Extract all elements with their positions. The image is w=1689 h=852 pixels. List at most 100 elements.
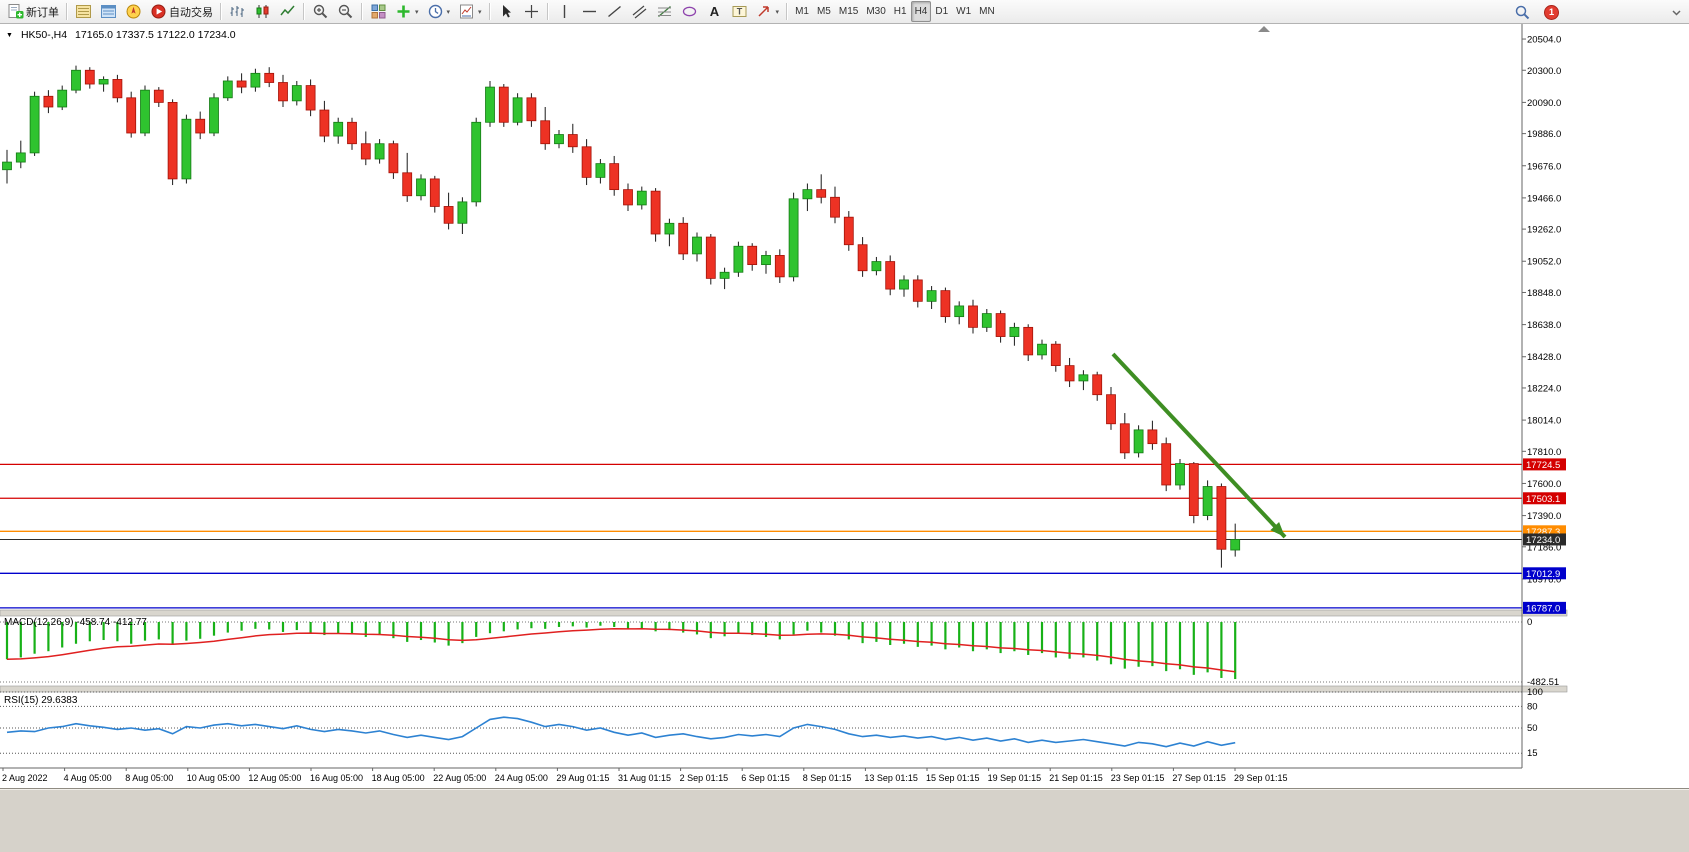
zoom-out-button[interactable] [333,1,358,22]
text-label-button[interactable]: T [727,1,752,22]
toolbar: 新订单 自动交易 ▾ ▾ ▾ A T ▾ M1 M5 M15 M30 H1 H4 D1 W1 MN 1 [0,0,1689,24]
periods-button[interactable]: ▾ [423,1,455,22]
svg-text:12 Aug 05:00: 12 Aug 05:00 [248,773,301,783]
svg-text:27 Sep 01:15: 27 Sep 01:15 [1172,773,1226,783]
svg-text:16787.0: 16787.0 [1526,603,1560,614]
market-watch-icon [76,5,91,18]
svg-text:19262.0: 19262.0 [1527,225,1561,236]
bar-chart-button[interactable] [225,1,250,22]
svg-text:10 Aug 05:00: 10 Aug 05:00 [187,773,240,783]
svg-text:29 Aug 01:15: 29 Aug 01:15 [556,773,609,783]
svg-text:2 Sep 01:15: 2 Sep 01:15 [680,773,729,783]
svg-text:18848.0: 18848.0 [1527,288,1561,299]
notifications-button[interactable]: 1 [1540,2,1563,23]
svg-text:20504.0: 20504.0 [1527,35,1561,46]
shapes-icon [682,6,696,17]
text-button[interactable]: A [702,1,727,22]
zoom-in-button[interactable] [308,1,333,22]
svg-text:MACD(12,26,9) -458.74 -412.77: MACD(12,26,9) -458.74 -412.77 [4,617,147,628]
indicators-button[interactable]: ▾ [391,1,423,22]
svg-text:16976.0: 16976.0 [1527,574,1561,585]
text-icon: A [709,4,719,19]
tf-h1-button-label: H1 [893,6,907,17]
chart-shift-marker [1258,26,1270,32]
tf-h1-button[interactable]: H1 [890,1,911,22]
tile-windows-icon [371,4,386,19]
macd-histogram [0,621,1522,683]
line-chart-button[interactable] [275,1,300,22]
horizontal-line-button[interactable] [577,1,602,22]
market-watch-button[interactable] [71,1,96,22]
clock-icon [428,4,442,19]
arrow-object-icon [758,6,769,17]
tf-m1-button[interactable]: M1 [791,1,813,22]
candle-chart-button[interactable] [250,1,275,22]
svg-text:31 Aug 01:15: 31 Aug 01:15 [618,773,671,783]
toolbar-separator [546,3,549,20]
svg-text:16 Aug 05:00: 16 Aug 05:00 [310,773,363,783]
templates-button[interactable]: ▾ [454,1,486,22]
tf-d1-button-label: D1 [935,6,949,17]
arrows-button[interactable]: ▾ [752,1,784,22]
chart-canvas[interactable]: 20504.0 20300.0 20090.0 19886.0 19676.0 19466… [0,24,1689,788]
line-chart-icon [280,5,295,16]
text-label-icon: T [732,6,747,17]
new-order-button[interactable]: 新订单 [3,1,63,22]
tf-mn-button[interactable]: MN [975,1,999,22]
svg-text:19466.0: 19466.0 [1527,193,1561,204]
toolbar-right-cluster: 1 [1510,0,1689,24]
vertical-line-button[interactable] [552,1,577,22]
svg-text:6 Sep 01:15: 6 Sep 01:15 [741,773,790,783]
toolbar-separator [786,3,789,20]
data-window-button[interactable] [96,1,121,22]
tf-h4-button[interactable]: H4 [910,1,932,22]
candlestick-series [2,65,1241,568]
tf-w1-button[interactable]: W1 [952,1,975,22]
chart-window: ▼ HK50-,H4 17165.0 17337.5 17122.0 17234… [0,24,1689,788]
toolbar-separator [488,3,491,20]
chevron-down-icon [1672,9,1681,16]
search-icon [1515,5,1530,19]
status-bar [0,788,1689,852]
toolbar-separator [303,3,305,20]
svg-text:17234.0: 17234.0 [1526,535,1560,546]
auto-trading-button-label: 自动交易 [169,6,213,19]
rsi-label: RSI(15) 29.6383 [4,695,78,706]
svg-text:24 Aug 05:00: 24 Aug 05:00 [495,773,548,783]
crosshair-icon [524,5,538,18]
svg-text:17503.1: 17503.1 [1526,494,1560,505]
svg-text:20090.0: 20090.0 [1527,98,1561,109]
shapes-button[interactable] [677,1,702,22]
notification-count-badge: 1 [1544,4,1559,20]
fibonacci-button[interactable] [652,1,677,22]
search-button[interactable] [1510,2,1535,23]
tf-m15-button[interactable]: M15 [835,1,862,22]
trend-arrow-annotation[interactable] [1111,352,1287,539]
auto-trading-button[interactable]: 自动交易 [146,1,217,22]
channel-icon [632,5,646,19]
channel-button[interactable] [627,1,652,22]
vline-icon [563,5,565,18]
tf-m5-button-label: M5 [816,6,831,17]
crosshair-button[interactable] [519,1,544,22]
price-axis: 20504.0 20300.0 20090.0 19886.0 19676.0 19466… [1521,24,1561,768]
tf-m30-button[interactable]: M30 [862,1,889,22]
tf-m5-button[interactable]: M5 [813,1,835,22]
trendline-button[interactable] [602,1,627,22]
svg-text:2 Aug 2022: 2 Aug 2022 [2,773,48,783]
hline-icon [582,10,596,13]
svg-text:21 Sep 01:15: 21 Sep 01:15 [1049,773,1103,783]
tf-d1-button[interactable]: D1 [931,1,952,22]
hline-objects[interactable] [0,463,1522,609]
tf-m15-button-label: M15 [838,6,859,17]
tf-h4-button-label: H4 [914,6,928,17]
navigator-button[interactable] [121,1,146,22]
svg-text:18014.0: 18014.0 [1527,416,1561,427]
toolbar-overflow-button[interactable] [1664,2,1689,23]
tile-windows-button[interactable] [366,1,391,22]
auto-trading-icon [151,4,166,19]
cursor-button[interactable] [494,1,519,22]
template-icon [460,4,474,19]
macd-signal-line [6,628,1236,673]
svg-text:8 Aug 05:00: 8 Aug 05:00 [125,773,173,783]
